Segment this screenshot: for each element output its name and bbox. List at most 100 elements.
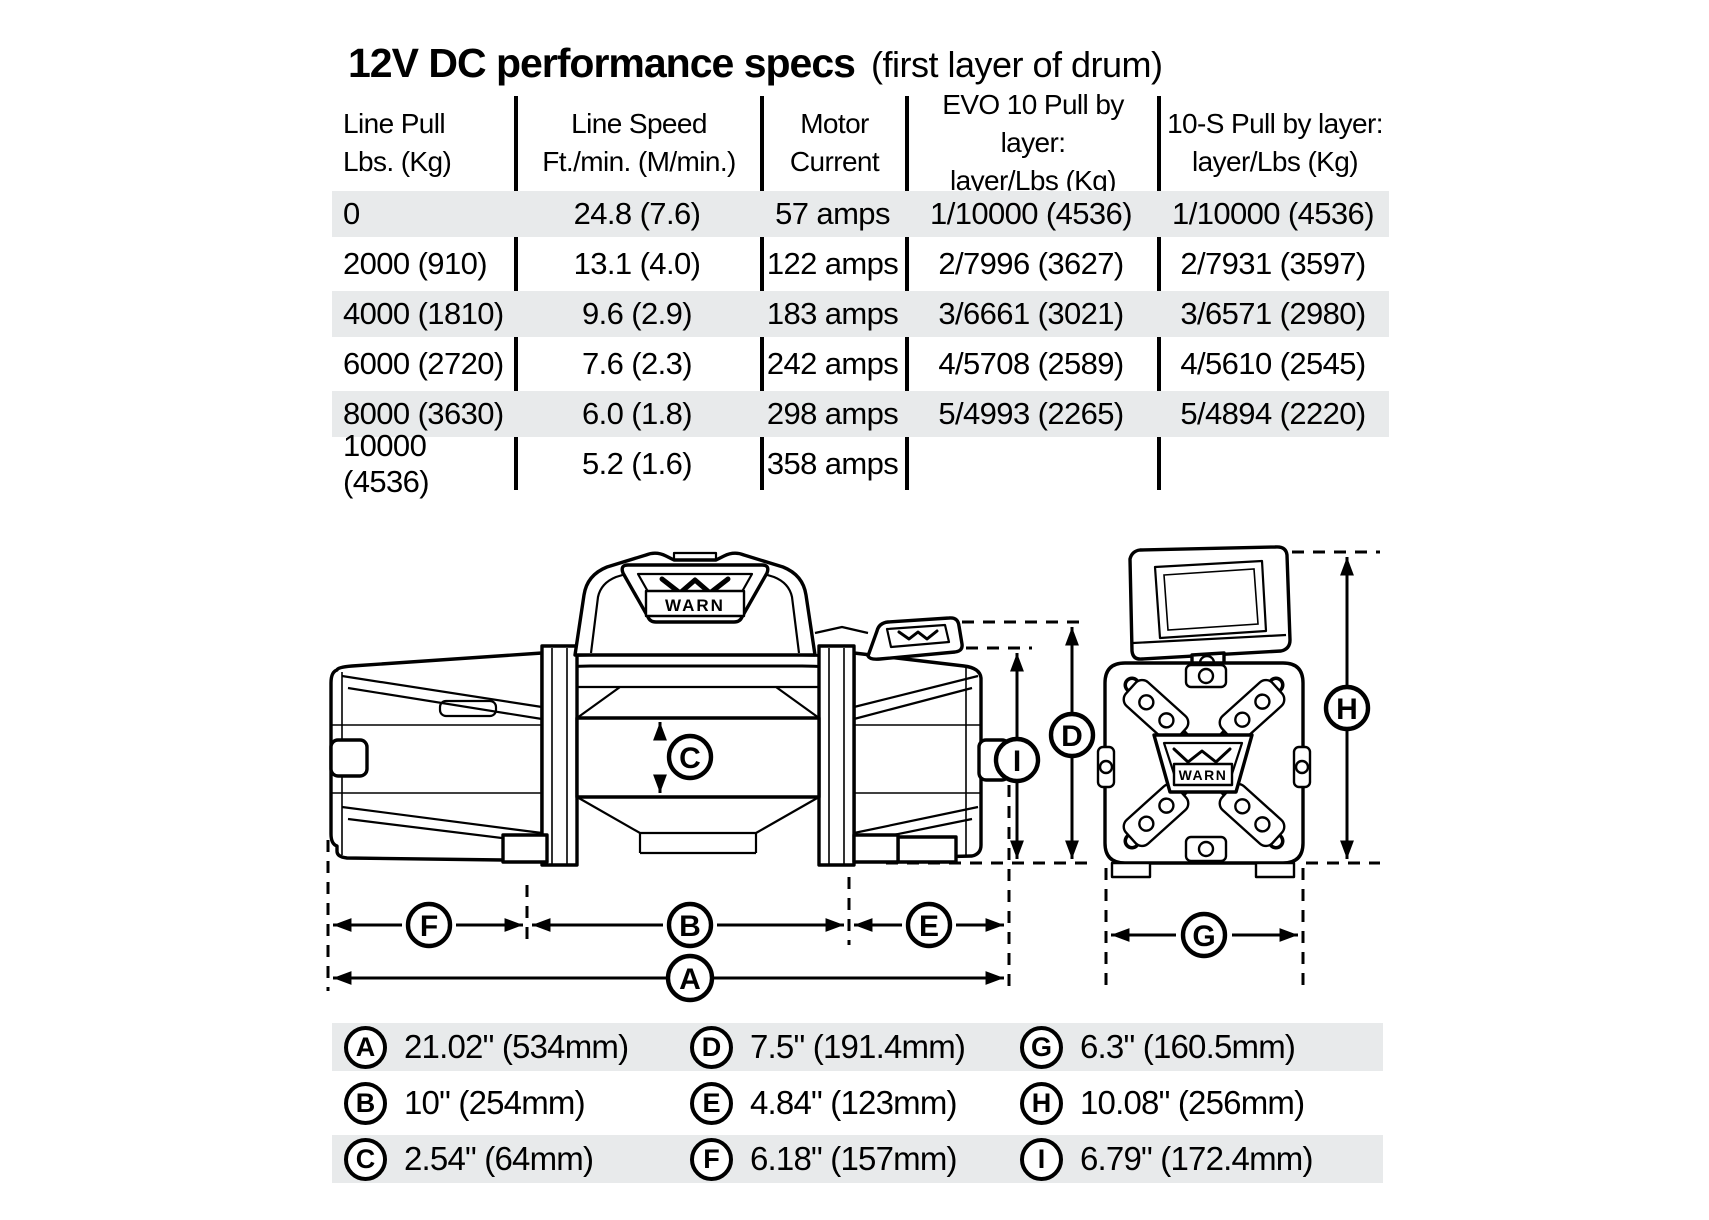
- cell: 9.6 (2.9): [581, 296, 693, 331]
- cell: 358 amps: [766, 446, 899, 481]
- legend-circle: I: [1020, 1137, 1063, 1181]
- corner-clamp: [1122, 678, 1190, 744]
- cell: 6.0 (1.8): [581, 396, 693, 431]
- legend-value: 2.54" (64mm): [404, 1140, 594, 1177]
- legend-value: 21.02" (534mm): [404, 1028, 629, 1065]
- legend-item-e: E 4.84" (123mm): [690, 1079, 958, 1127]
- performance-table: Line Pull Lbs. (Kg) Line Speed Ft./min. …: [332, 89, 1389, 499]
- header-text: Motor: [800, 108, 869, 139]
- header-text: layer/Lbs (Kg): [950, 165, 1116, 196]
- motor-housing: [329, 651, 544, 862]
- title-main: 12V DC performance specs: [348, 40, 856, 86]
- header-text: Current: [789, 146, 880, 177]
- legend-item-f: F 6.18" (157mm): [690, 1135, 958, 1183]
- right-foot: [852, 833, 900, 864]
- left-foot: [501, 833, 549, 864]
- legend-value: 10.08" (256mm): [1080, 1084, 1305, 1121]
- legend-value: 4.84" (123mm): [750, 1084, 958, 1121]
- legend-circle: C: [344, 1137, 387, 1181]
- warn-logo-text-end: WARN: [1179, 767, 1228, 783]
- cell: 7.6 (2.3): [581, 346, 693, 381]
- header-motor-current: Motor Current: [764, 98, 905, 188]
- header-line-speed: Line Speed Ft./min. (M/min.): [518, 98, 760, 188]
- cell: 3/6571 (2980): [1180, 296, 1366, 331]
- dimension-g: G: [1111, 911, 1298, 959]
- dim-label-a: A: [679, 963, 701, 996]
- dim-label-i: I: [1013, 745, 1021, 778]
- cell: 13.1 (4.0): [573, 246, 701, 281]
- end-foot: [1254, 861, 1296, 879]
- drum-flange-left: [540, 644, 579, 867]
- legend-value: 7.5" (191.4mm): [750, 1028, 966, 1065]
- table-row: 6000 (2720) 7.6 (2.3) 242 amps 4/5708 (2…: [332, 341, 1389, 387]
- cell: 3/6661 (3021): [938, 296, 1124, 331]
- legend-value: 6.79" (172.4mm): [1080, 1140, 1313, 1177]
- dimension-c: C: [653, 722, 714, 793]
- dim-label-b: B: [679, 910, 701, 943]
- cell: 4/5610 (2545): [1180, 346, 1366, 381]
- table-row: 8000 (3630) 6.0 (1.8) 298 amps 5/4993 (2…: [332, 391, 1389, 437]
- extension-lines: [326, 550, 1380, 991]
- cell: 5/4993 (2265): [938, 396, 1124, 431]
- cell: 24.8 (7.6): [573, 196, 701, 231]
- header-text: Lbs. (Kg): [343, 146, 452, 177]
- cell: 4/5708 (2589): [938, 346, 1124, 381]
- cell: 242 amps: [766, 346, 899, 381]
- cell: 4000 (1810): [343, 296, 504, 331]
- legend-item-d: D 7.5" (191.4mm): [690, 1023, 966, 1071]
- cell: 5.2 (1.6): [581, 446, 693, 481]
- legend-item-h: H 10.08" (256mm): [1020, 1079, 1305, 1127]
- winch-dimension-diagram: WARN: [326, 545, 1380, 1003]
- drum-flange-right: [817, 644, 856, 867]
- winch-end-view: WARN: [1096, 545, 1312, 879]
- dimension-h: H: [1323, 557, 1371, 859]
- cell: 1/10000 (4536): [930, 196, 1132, 231]
- dimension-d: D: [1048, 627, 1096, 859]
- dim-label-g: G: [1192, 920, 1215, 953]
- table-row: 0 24.8 (7.6) 57 amps 1/10000 (4536) 1/10…: [332, 191, 1389, 237]
- warn-w-glyph: [659, 576, 731, 596]
- dim-label-h: H: [1336, 693, 1358, 726]
- right-foot-block: [896, 835, 958, 864]
- warn-logo-text: WARN: [665, 596, 725, 615]
- legend-row: B 10" (254mm) E 4.84" (123mm) H 10.08" (…: [332, 1079, 1383, 1127]
- cell: 8000 (3630): [343, 396, 504, 431]
- dim-label-f: F: [420, 910, 438, 943]
- corner-clamp: [1122, 782, 1190, 848]
- cell: 0: [343, 196, 360, 231]
- legend-item-i: I 6.79" (172.4mm): [1020, 1135, 1313, 1183]
- cell: 57 amps: [775, 196, 890, 231]
- header-text: EVO 10 Pull by layer:: [942, 89, 1124, 158]
- dimension-i: I: [993, 653, 1041, 859]
- header-text: 10-S Pull by layer:: [1167, 108, 1383, 139]
- warn-banner-end: [1172, 762, 1234, 787]
- corner-clamp: [1218, 782, 1286, 848]
- header-text: Line Speed: [571, 108, 707, 139]
- dim-label-c: C: [679, 742, 701, 775]
- cell: 10000 (4536): [343, 428, 430, 499]
- warn-banner: [644, 589, 746, 618]
- legend-circle: A: [344, 1025, 387, 1069]
- header-line-pull: Line Pull Lbs. (Kg): [332, 98, 514, 188]
- header-text: Line Pull: [343, 108, 446, 139]
- housing-slot: [438, 699, 498, 718]
- dim-label-d: D: [1061, 720, 1083, 753]
- legend-value: 6.3" (160.5mm): [1080, 1028, 1296, 1065]
- cell: 298 amps: [766, 396, 899, 431]
- cell: 2000 (910): [343, 246, 488, 281]
- header-text: Ft./min. (M/min.): [542, 146, 736, 177]
- page-title: 12V DC performance specs (first layer of…: [348, 40, 1163, 87]
- warn-w-glyph: [1172, 747, 1232, 764]
- table-row: 4000 (1810) 9.6 (2.9) 183 amps 3/6661 (3…: [332, 291, 1389, 337]
- legend-item-c: C 2.54" (64mm): [344, 1135, 594, 1183]
- dimension-e: E: [854, 901, 1004, 949]
- cell: 122 amps: [766, 246, 899, 281]
- left-mount-tab: [329, 738, 369, 778]
- header-10s-pull: 10-S Pull by layer: layer/Lbs (Kg): [1161, 98, 1389, 188]
- cell: 5/4894 (2220): [1180, 396, 1366, 431]
- dimension-a: A: [333, 953, 1004, 1003]
- dimension-f: F: [333, 901, 523, 949]
- table-row: 2000 (910) 13.1 (4.0) 122 amps 2/7996 (3…: [332, 241, 1389, 287]
- legend-item-g: G 6.3" (160.5mm): [1020, 1023, 1296, 1071]
